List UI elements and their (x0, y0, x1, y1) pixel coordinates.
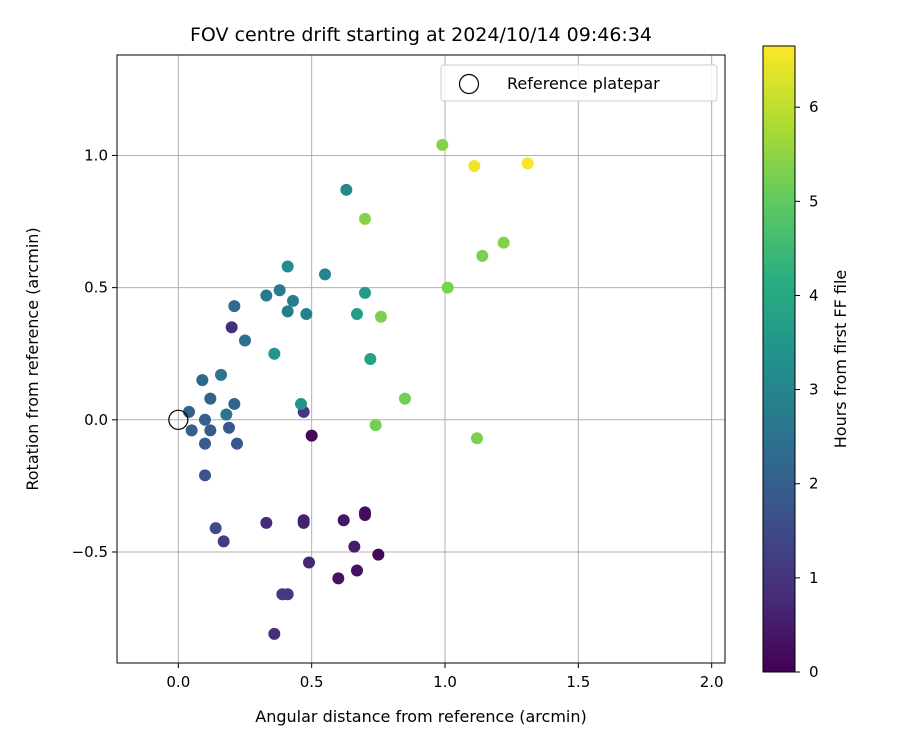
data-point (287, 294, 299, 307)
data-point (521, 157, 534, 170)
colorbar-tick-label: 1 (809, 569, 819, 587)
colorbar-ticks: 0 1 2 3 4 5 6 (795, 98, 819, 681)
colorbar-tick-label: 6 (809, 98, 819, 116)
x-tick-label: 0.5 (300, 673, 324, 691)
data-point (359, 286, 371, 299)
data-point (268, 347, 281, 360)
data-point (204, 424, 217, 437)
colorbar-tick-label: 4 (809, 286, 819, 304)
data-point (332, 572, 345, 585)
data-point (209, 522, 222, 535)
data-point (273, 284, 286, 297)
legend-reference-marker (458, 73, 480, 95)
colorbar-label: Hours from first FF file (831, 270, 850, 449)
data-point (199, 469, 211, 482)
data-point (497, 236, 510, 249)
x-tick-label: 2.0 (700, 673, 724, 691)
chart-title: FOV centre drift starting at 2024/10/14 … (190, 24, 652, 46)
data-point (260, 516, 273, 529)
data-point (300, 308, 313, 321)
plot-frame (116, 54, 726, 664)
x-axis-label: Angular distance from reference (arcmin) (255, 707, 586, 726)
reference-marker-group (168, 409, 189, 430)
data-point (436, 138, 449, 151)
y-tick-label: −0.5 (72, 543, 108, 561)
y-tick-label: 1.0 (84, 146, 108, 164)
data-point (204, 392, 217, 405)
data-point (276, 588, 289, 601)
data-point (281, 305, 294, 318)
data-point (260, 289, 273, 302)
colorbar-tick-label: 2 (809, 475, 819, 493)
data-point (348, 540, 361, 553)
data-point (375, 310, 387, 323)
x-ticks: 0.0 0.5 1.0 1.5 2.0 (166, 663, 724, 691)
data-point (468, 160, 481, 173)
data-point (239, 334, 251, 347)
data-point (185, 424, 198, 437)
data-point (228, 300, 241, 313)
data-point (359, 506, 371, 519)
x-tick-label: 1.0 (433, 673, 457, 691)
data-point (369, 419, 382, 432)
data-point (441, 281, 454, 294)
data-point (471, 432, 483, 445)
data-point (183, 405, 195, 418)
data-point (351, 564, 363, 577)
data-point (364, 353, 377, 365)
data-point (399, 392, 411, 405)
colorbar-tick-label: 0 (809, 663, 819, 681)
grid (117, 55, 725, 663)
data-point (225, 321, 238, 334)
data-point (303, 556, 315, 569)
y-axis-label: Rotation from reference (arcmin) (23, 227, 42, 490)
data-point (340, 183, 353, 196)
data-point (215, 368, 227, 381)
data-point (199, 437, 211, 450)
data-point (337, 514, 350, 527)
reference-marker (168, 409, 189, 430)
data-point (319, 268, 331, 281)
data-point (305, 429, 318, 442)
colorbar-tick-label: 5 (809, 192, 819, 210)
colorbar-tick-label: 3 (809, 381, 819, 399)
y-ticks: −0.5 0.0 0.5 1.0 (72, 146, 117, 561)
legend: Reference platepar (440, 64, 718, 102)
x-tick-label: 1.5 (566, 673, 590, 691)
legend-box (440, 64, 718, 102)
data-point (196, 374, 209, 387)
colorbar: 0 1 2 3 4 5 6 Hours from first FF file (762, 45, 850, 681)
data-point (199, 413, 211, 426)
data-point (297, 514, 310, 527)
data-point (220, 408, 233, 421)
colorbar-gradient (762, 45, 796, 673)
data-point (231, 437, 243, 450)
data-point (268, 627, 281, 640)
data-point (228, 397, 241, 410)
y-tick-label: 0.0 (84, 411, 108, 429)
data-point (351, 308, 363, 321)
y-tick-label: 0.5 (84, 279, 108, 297)
data-point (372, 548, 385, 561)
data-point (281, 260, 294, 273)
data-point (223, 421, 235, 434)
data-point (295, 397, 307, 410)
legend-reference-label: Reference platepar (507, 74, 660, 93)
x-tick-label: 0.0 (166, 673, 190, 691)
points (183, 138, 534, 640)
data-point (217, 535, 230, 548)
data-point (476, 249, 489, 262)
data-point (359, 212, 371, 225)
